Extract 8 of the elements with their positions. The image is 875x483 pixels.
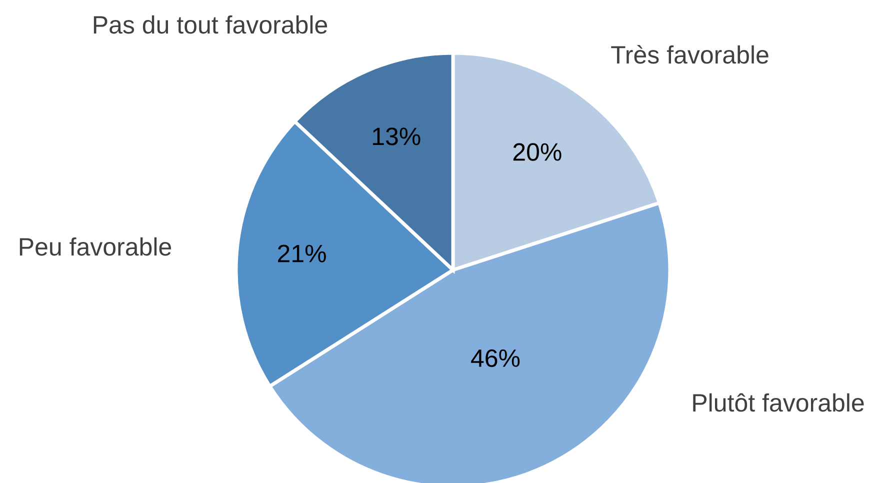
data-label: 20% bbox=[513, 143, 562, 161]
slice-label: Peu favorable bbox=[20, 237, 172, 256]
data-label: 13% bbox=[373, 128, 420, 146]
slice-label: Pas du tout favorable bbox=[94, 15, 328, 34]
data-label: 21% bbox=[278, 244, 326, 262]
data-label: 46% bbox=[471, 349, 520, 368]
slice-label: Très favorable bbox=[611, 45, 768, 64]
slice-label: Plutôt favorable bbox=[693, 393, 864, 412]
